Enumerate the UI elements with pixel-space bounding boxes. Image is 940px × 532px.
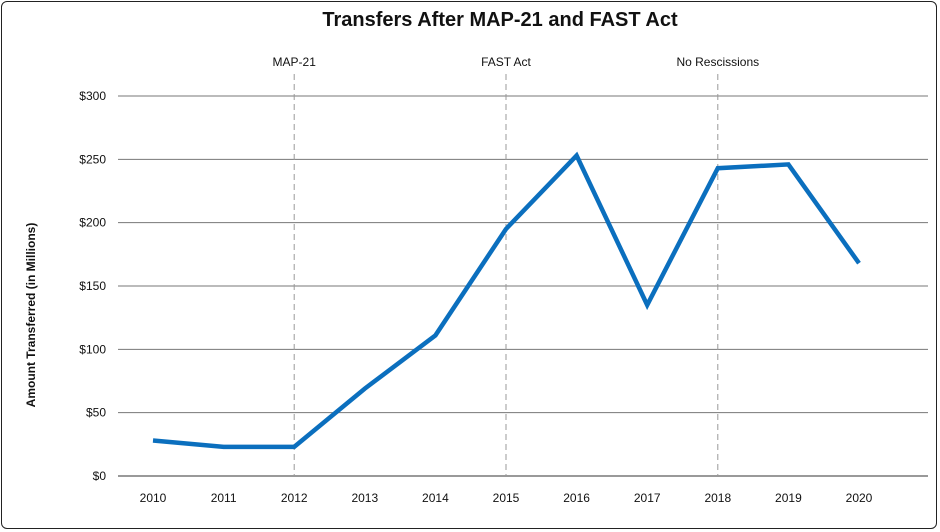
x-tick-label: 2013 (351, 491, 378, 505)
y-axis-ticks: $0 $50 $100 $150 $200 $250 $300 (79, 89, 106, 483)
y-tick-label: $300 (79, 89, 106, 103)
annotation-label: FAST Act (481, 55, 531, 69)
x-tick-label: 2015 (493, 491, 520, 505)
chart-title: Transfers After MAP-21 and FAST Act (322, 9, 678, 31)
x-tick-label: 2016 (563, 491, 590, 505)
x-tick-label: 2018 (704, 491, 731, 505)
y-tick-label: $150 (79, 279, 106, 293)
x-tick-label: 2019 (775, 491, 802, 505)
annotation-label: MAP-21 (273, 55, 317, 69)
x-tick-label: 2011 (211, 491, 237, 505)
x-tick-label: 2020 (846, 491, 873, 505)
x-axis-ticks: 2010 2011 2012 2013 2014 2015 2016 2017 2018 2019… (140, 491, 873, 505)
y-axis-label: Amount Transferred (in Millions) (24, 223, 38, 408)
series-layer (152, 151, 861, 450)
y-tick-label: $250 (79, 152, 106, 166)
y-tick-label: $100 (79, 342, 106, 356)
y-tick-label: $200 (79, 216, 106, 230)
x-tick-label: 2012 (281, 491, 308, 505)
x-tick-label: 2014 (422, 491, 449, 505)
annotation-label: No Rescissions (676, 55, 759, 69)
x-tick-label: 2017 (634, 491, 661, 505)
gridlines (118, 95, 928, 477)
y-tick-label: $50 (86, 406, 106, 420)
x-tick-label: 2010 (140, 491, 167, 505)
annotations: MAP-21 FAST Act No Rescissions (273, 55, 759, 476)
y-tick-label: $0 (93, 469, 107, 483)
